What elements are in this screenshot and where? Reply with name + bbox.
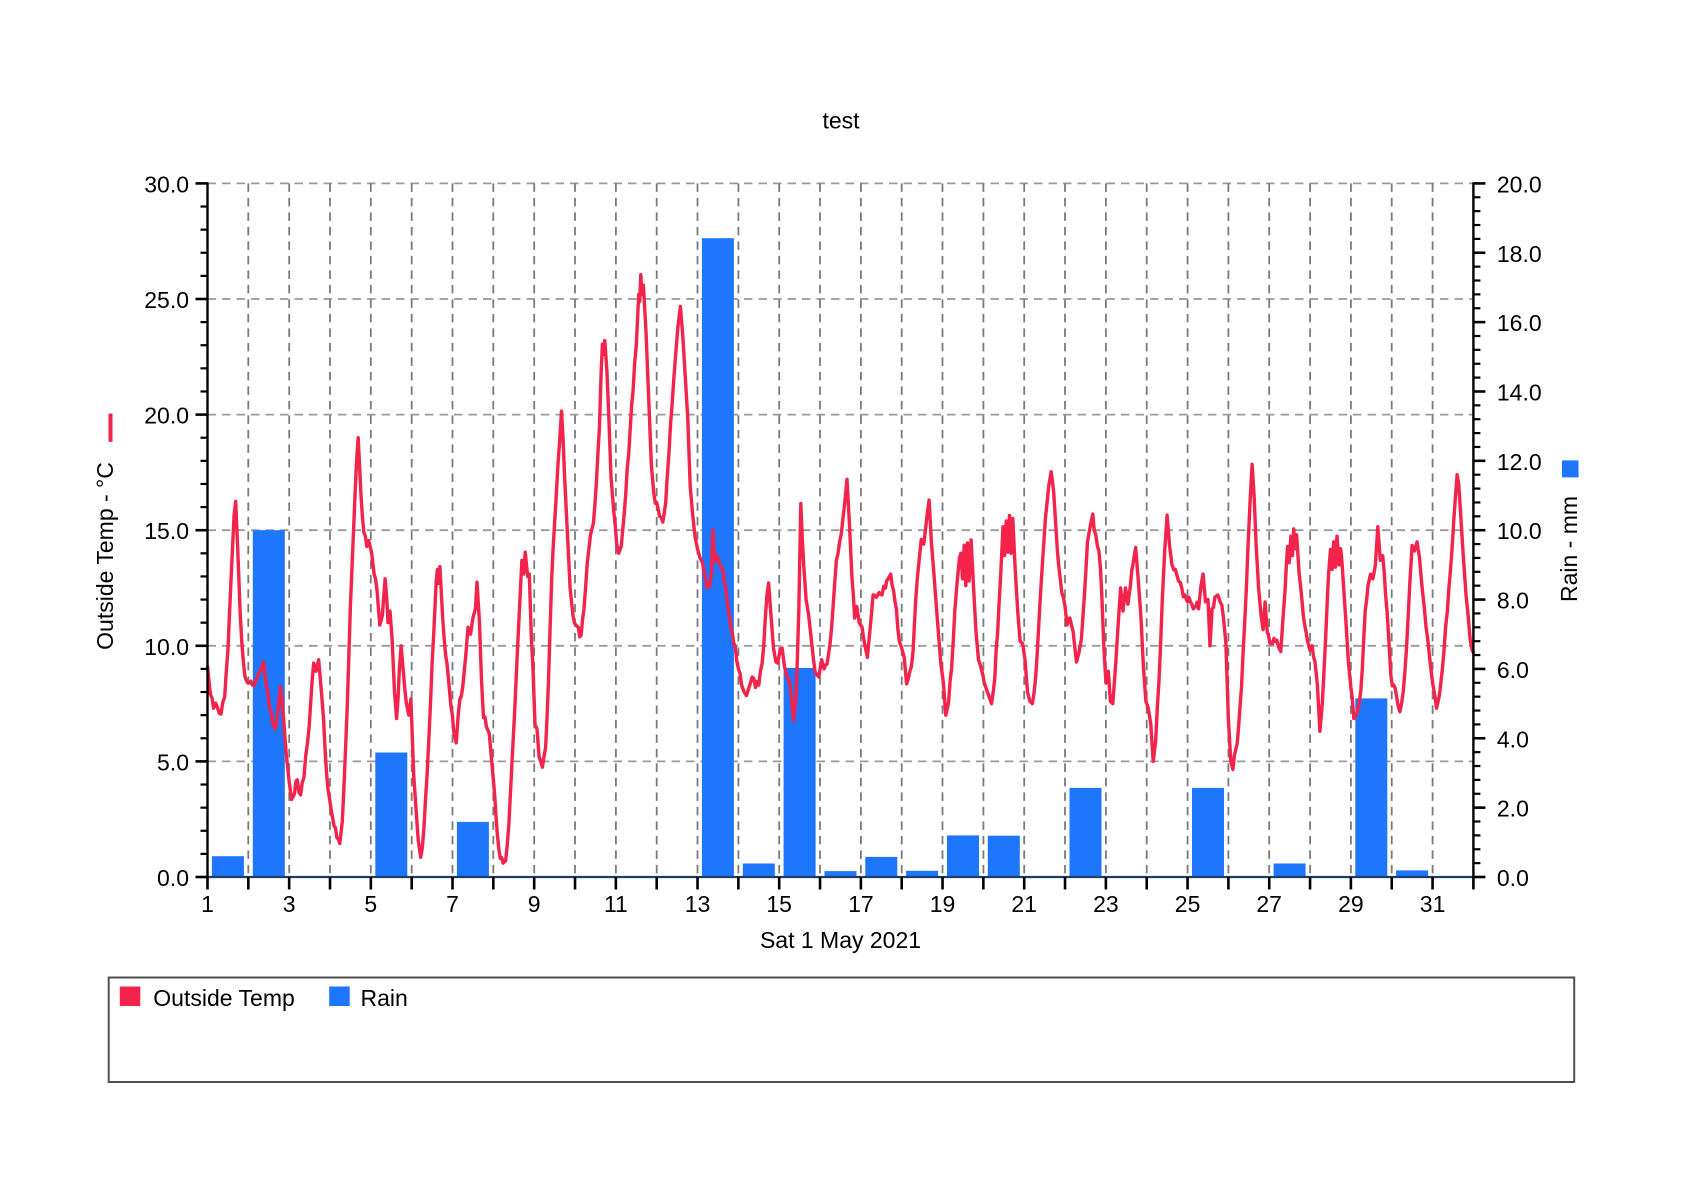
svg-text:Sat 1 May 2021: Sat 1 May 2021 (760, 927, 921, 953)
svg-text:2.0: 2.0 (1497, 796, 1529, 822)
svg-text:4.0: 4.0 (1497, 726, 1529, 752)
svg-text:25.0: 25.0 (144, 287, 189, 313)
svg-text:Outside Temp - °C: Outside Temp - °C (92, 462, 118, 650)
svg-text:27: 27 (1256, 891, 1282, 917)
svg-text:25: 25 (1175, 891, 1201, 917)
svg-text:9: 9 (528, 891, 541, 917)
svg-text:19: 19 (930, 891, 956, 917)
svg-text:31: 31 (1420, 891, 1446, 917)
svg-text:3: 3 (283, 891, 296, 917)
svg-text:13: 13 (685, 891, 711, 917)
svg-text:12.0: 12.0 (1497, 449, 1542, 475)
svg-text:23: 23 (1093, 891, 1119, 917)
svg-text:Rain - mm: Rain - mm (1556, 496, 1582, 602)
svg-text:5.0: 5.0 (157, 749, 189, 775)
svg-text:20.0: 20.0 (1497, 171, 1542, 197)
svg-text:15.0: 15.0 (144, 518, 189, 544)
svg-text:16.0: 16.0 (1497, 310, 1542, 336)
svg-text:17: 17 (848, 891, 874, 917)
svg-text:7: 7 (446, 891, 459, 917)
svg-text:5: 5 (364, 891, 377, 917)
svg-text:Rain: Rain (361, 985, 408, 1011)
svg-text:test: test (822, 108, 860, 134)
svg-text:18.0: 18.0 (1497, 241, 1542, 267)
svg-text:6.0: 6.0 (1497, 657, 1529, 683)
svg-text:11: 11 (604, 891, 628, 917)
svg-text:10.0: 10.0 (1497, 518, 1542, 544)
svg-text:20.0: 20.0 (144, 403, 189, 429)
svg-text:8.0: 8.0 (1497, 588, 1529, 614)
svg-text:21: 21 (1011, 891, 1037, 917)
svg-text:10.0: 10.0 (144, 634, 189, 660)
svg-text:1: 1 (201, 891, 214, 917)
svg-text:14.0: 14.0 (1497, 380, 1542, 406)
svg-text:Outside Temp: Outside Temp (153, 985, 294, 1011)
svg-text:15: 15 (766, 891, 792, 917)
svg-text:30.0: 30.0 (144, 171, 189, 197)
svg-text:0.0: 0.0 (1497, 865, 1529, 891)
svg-text:0.0: 0.0 (157, 865, 189, 891)
svg-text:29: 29 (1338, 891, 1364, 917)
